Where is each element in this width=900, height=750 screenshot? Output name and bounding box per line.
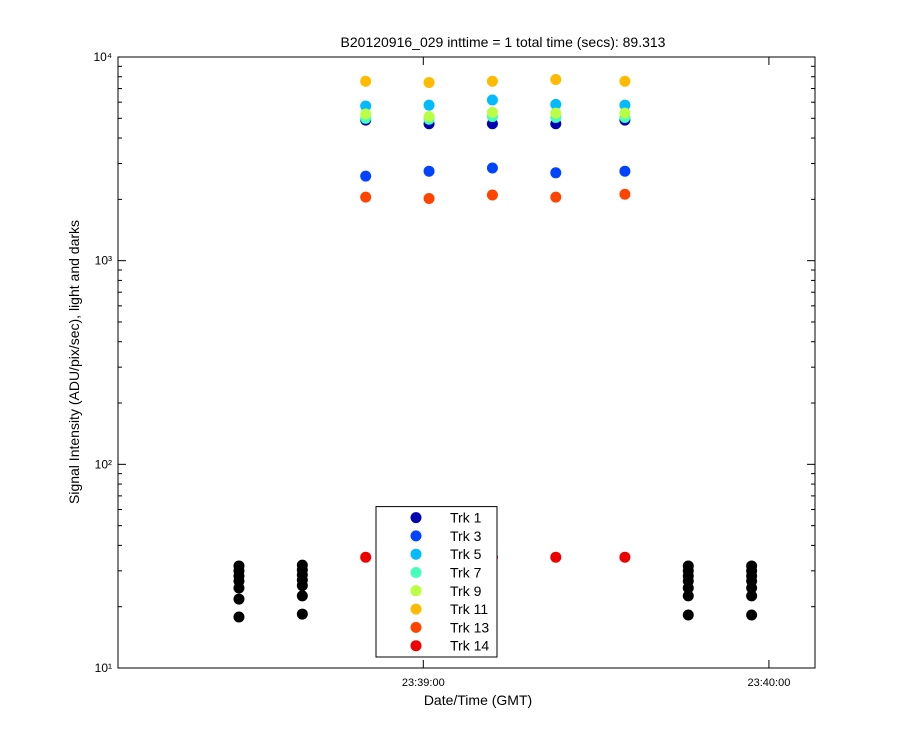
dark-point xyxy=(233,582,245,594)
dark-point xyxy=(746,609,758,621)
legend-label: Trk 9 xyxy=(450,583,482,599)
axes-box xyxy=(117,56,816,669)
point xyxy=(550,167,562,179)
point xyxy=(550,551,562,563)
legend-label: Trk 7 xyxy=(450,565,482,581)
dark-point xyxy=(682,582,694,594)
point xyxy=(486,106,498,118)
point xyxy=(423,99,435,111)
y-tick-label: 10³ xyxy=(95,254,112,268)
y-axis-label: Signal Intensity (ADU/pix/sec), light an… xyxy=(66,220,82,504)
point xyxy=(550,74,562,86)
legend-label: Trk 11 xyxy=(450,601,488,617)
legend-label: Trk 3 xyxy=(450,528,482,544)
point xyxy=(619,188,631,200)
legend-marker xyxy=(410,621,422,633)
dark-point xyxy=(296,580,308,592)
point xyxy=(423,192,435,204)
legend-marker xyxy=(410,603,422,615)
dark-point xyxy=(296,590,308,602)
point xyxy=(360,75,372,87)
chart-title: B20120916_029 inttime = 1 total time (se… xyxy=(341,34,666,50)
legend-label: Trk 1 xyxy=(450,510,482,526)
point xyxy=(360,108,372,120)
legend-box xyxy=(375,506,498,658)
point xyxy=(550,98,562,110)
y-tick-label: 10² xyxy=(95,457,112,471)
point xyxy=(423,76,435,88)
y-tick-label: 10¹ xyxy=(95,661,112,675)
dark-point xyxy=(233,611,245,623)
dark-point xyxy=(682,609,694,621)
point xyxy=(619,75,631,87)
legend-marker xyxy=(410,512,422,524)
point xyxy=(619,99,631,111)
dark-point xyxy=(746,590,758,602)
point xyxy=(360,191,372,203)
point xyxy=(423,111,435,123)
legend-marker xyxy=(410,567,422,578)
legend-label: Trk 5 xyxy=(450,546,482,562)
point xyxy=(360,170,372,182)
point xyxy=(423,165,435,177)
dark-point xyxy=(296,608,308,620)
dark-point xyxy=(682,590,694,602)
legend-marker xyxy=(410,640,422,652)
point xyxy=(619,551,631,563)
x-tick-label: 23:40:00 xyxy=(748,677,791,689)
legend-marker xyxy=(410,548,422,560)
dark-point xyxy=(746,582,758,594)
legend-marker xyxy=(410,585,422,597)
x-tick-label: 23:39:00 xyxy=(402,677,445,689)
point xyxy=(486,94,498,106)
point xyxy=(360,551,372,563)
y-tick-label: 10⁴ xyxy=(93,50,112,64)
legend-label: Trk 14 xyxy=(450,638,489,654)
point xyxy=(486,75,498,87)
point xyxy=(550,191,562,203)
point xyxy=(486,189,498,201)
dark-point xyxy=(233,593,245,605)
point xyxy=(619,107,631,119)
point xyxy=(619,165,631,177)
point xyxy=(486,162,498,174)
legend-marker xyxy=(410,530,422,542)
point xyxy=(550,107,562,119)
x-axis-label: Date/Time (GMT) xyxy=(424,692,532,708)
legend-label: Trk 13 xyxy=(450,619,489,635)
legend: Trk 1 Trk 3 Trk 5 Trk 7 Trk 9 Trk 11 Trk 13 Trk… xyxy=(375,506,498,658)
point xyxy=(360,100,372,112)
